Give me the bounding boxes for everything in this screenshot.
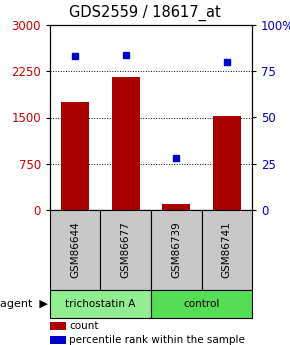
Text: control: control (183, 299, 220, 309)
Text: agent  ▶: agent ▶ (0, 299, 48, 309)
Bar (112, 77, 140, 210)
Text: GSM86677: GSM86677 (121, 221, 131, 278)
Text: GSM86739: GSM86739 (171, 221, 181, 278)
Text: GSM86741: GSM86741 (222, 221, 232, 278)
Bar (61, 102, 89, 210)
Text: count: count (69, 321, 99, 331)
Bar (213, 116, 241, 210)
Text: trichostatin A: trichostatin A (65, 299, 136, 309)
Text: GSM86644: GSM86644 (70, 221, 80, 278)
Bar (162, 204, 190, 210)
Text: percentile rank within the sample: percentile rank within the sample (69, 335, 245, 345)
Text: GDS2559 / 18617_at: GDS2559 / 18617_at (69, 5, 221, 21)
